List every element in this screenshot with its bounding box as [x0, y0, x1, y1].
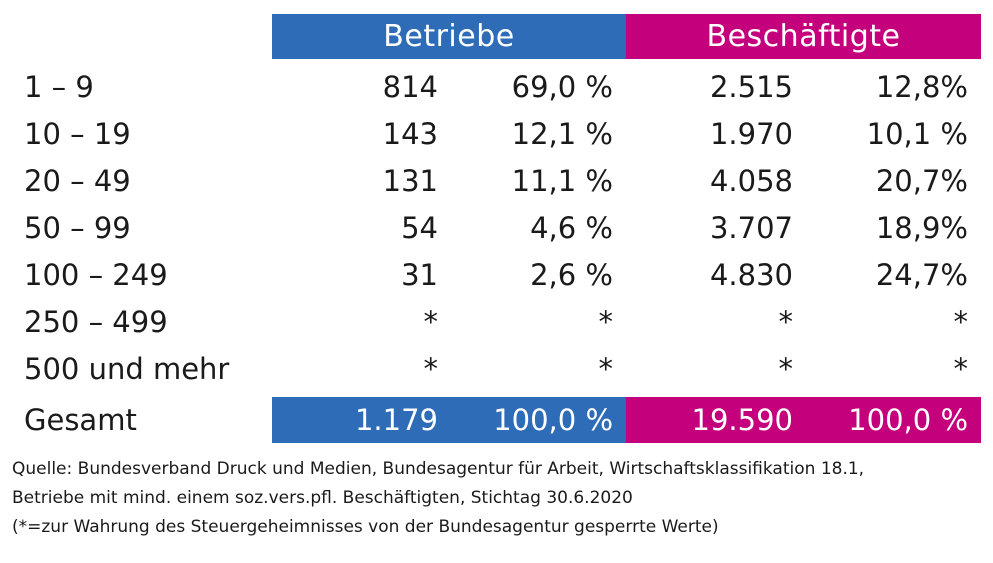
table-row: 20 – 49 131 11,1 % 4.058 20,7%: [0, 158, 993, 204]
betriebe-count: 54: [401, 211, 438, 245]
betriebe-percent: 11,1 %: [511, 164, 613, 198]
table-row: 250 – 499 * * * *: [0, 299, 993, 345]
beschaeftigte-percent: 18,9%: [875, 211, 968, 245]
betriebe-count: 814: [382, 70, 438, 104]
betriebe-count: 131: [382, 164, 438, 198]
total-betriebe-band: [272, 397, 626, 443]
table-row: 500 und mehr * * * *: [0, 346, 993, 392]
betriebe-percent: 69,0 %: [511, 70, 613, 104]
table-row: 100 – 249 31 2,6 % 4.830 24,7%: [0, 252, 993, 298]
beschaeftigte-percent: 10,1 %: [866, 117, 968, 151]
source-line: Quelle: Bundesverband Druck und Medien, …: [12, 459, 865, 479]
total-beschaeftigte-band: [626, 397, 981, 443]
total-row: Gesamt 1.179 100,0 % 19.590 100,0 %: [0, 397, 993, 443]
betriebe-percent: *: [598, 352, 614, 386]
row-label: 250 – 499: [24, 305, 168, 339]
total-betriebe-count: 1.179: [354, 403, 438, 437]
beschaeftigte-percent: *: [953, 305, 969, 339]
header-beschaeftigte: Beschäftigte: [626, 14, 981, 59]
betriebe-count: *: [423, 352, 439, 386]
source-line: Betriebe mit mind. einem soz.vers.pfl. B…: [12, 488, 633, 508]
beschaeftigte-percent: *: [953, 352, 969, 386]
row-label: 500 und mehr: [24, 352, 230, 386]
beschaeftigte-count: 2.515: [709, 70, 793, 104]
betriebe-count: 143: [382, 117, 438, 151]
beschaeftigte-count: 3.707: [709, 211, 793, 245]
total-beschaeftigte-percent: 100,0 %: [848, 403, 968, 437]
table-row: 1 – 9 814 69,0 % 2.515 12,8%: [0, 64, 993, 110]
row-label: 100 – 249: [24, 258, 168, 292]
row-label: 50 – 99: [24, 211, 131, 245]
table-row: 50 – 99 54 4,6 % 3.707 18,9%: [0, 205, 993, 251]
source-note: Quelle: Bundesverband Druck und Medien, …: [12, 455, 987, 542]
betriebe-count: *: [423, 305, 439, 339]
beschaeftigte-count: 4.830: [709, 258, 793, 292]
total-beschaeftigte-count: 19.590: [691, 403, 793, 437]
betriebe-count: 31: [401, 258, 438, 292]
total-betriebe-percent: 100,0 %: [493, 403, 613, 437]
row-label: 10 – 19: [24, 117, 131, 151]
betriebe-percent: 4,6 %: [530, 211, 613, 245]
beschaeftigte-count: 4.058: [709, 164, 793, 198]
betriebe-percent: 2,6 %: [530, 258, 613, 292]
beschaeftigte-percent: 24,7%: [875, 258, 968, 292]
row-label: 20 – 49: [24, 164, 131, 198]
beschaeftigte-count: *: [778, 352, 794, 386]
beschaeftigte-percent: 20,7%: [875, 164, 968, 198]
beschaeftigte-percent: 12,8%: [875, 70, 968, 104]
header-betriebe: Betriebe: [272, 14, 626, 59]
row-label: 1 – 9: [24, 70, 94, 104]
total-row-label: Gesamt: [24, 403, 137, 437]
source-line: (*=zur Wahrung des Steuergeheimnisses vo…: [12, 517, 719, 537]
betriebe-percent: *: [598, 305, 614, 339]
betriebe-percent: 12,1 %: [511, 117, 613, 151]
table-row: 10 – 19 143 12,1 % 1.970 10,1 %: [0, 111, 993, 157]
beschaeftigte-count: 1.970: [709, 117, 793, 151]
beschaeftigte-count: *: [778, 305, 794, 339]
